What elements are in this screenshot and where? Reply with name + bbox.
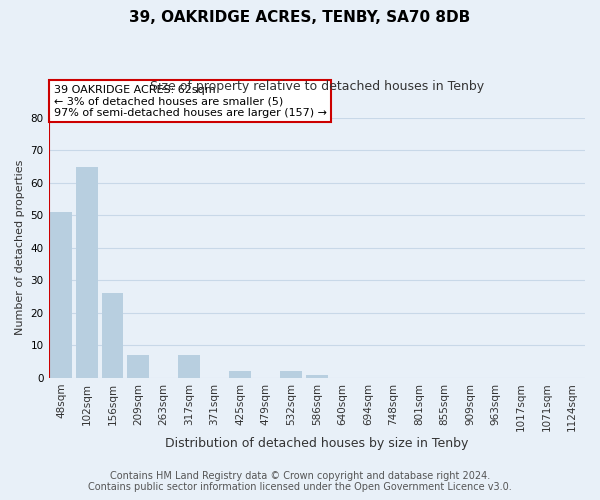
Text: 39 OAKRIDGE ACRES: 62sqm
← 3% of detached houses are smaller (5)
97% of semi-det: 39 OAKRIDGE ACRES: 62sqm ← 3% of detache… bbox=[54, 84, 327, 118]
Bar bbox=[76, 166, 98, 378]
Bar bbox=[178, 355, 200, 378]
Text: Contains HM Land Registry data © Crown copyright and database right 2024.
Contai: Contains HM Land Registry data © Crown c… bbox=[88, 471, 512, 492]
Bar bbox=[306, 374, 328, 378]
Y-axis label: Number of detached properties: Number of detached properties bbox=[15, 160, 25, 336]
X-axis label: Distribution of detached houses by size in Tenby: Distribution of detached houses by size … bbox=[165, 437, 469, 450]
Bar bbox=[229, 372, 251, 378]
Bar bbox=[127, 355, 149, 378]
Bar bbox=[50, 212, 72, 378]
Text: 39, OAKRIDGE ACRES, TENBY, SA70 8DB: 39, OAKRIDGE ACRES, TENBY, SA70 8DB bbox=[130, 10, 470, 25]
Title: Size of property relative to detached houses in Tenby: Size of property relative to detached ho… bbox=[150, 80, 484, 93]
Bar bbox=[280, 372, 302, 378]
Bar bbox=[101, 294, 123, 378]
